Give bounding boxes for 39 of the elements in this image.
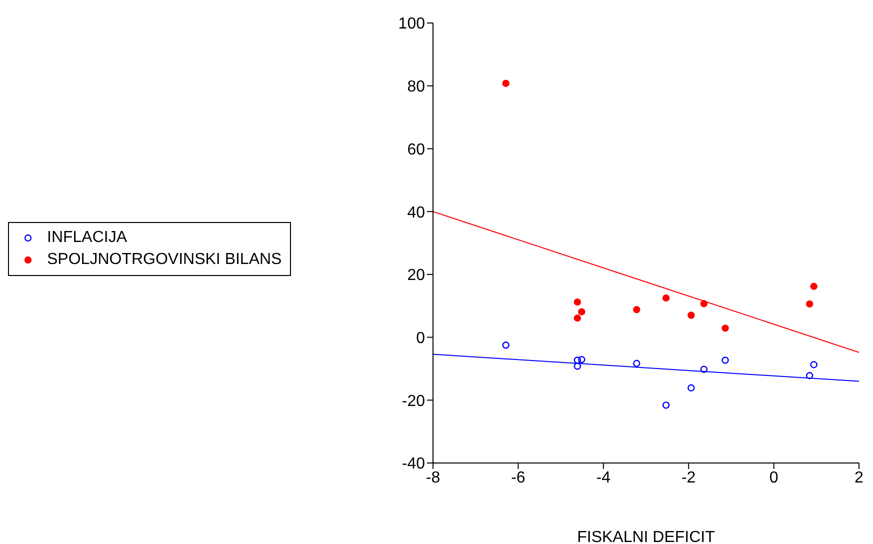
point [722,324,729,332]
point [662,402,670,409]
point [574,314,582,322]
x-tick-label: 2 [854,469,864,486]
point [806,300,814,308]
y-tick-label: 80 [407,78,426,96]
point [688,312,695,319]
point [700,300,708,308]
x-axis-title: FISKALNI DEFICIT [577,529,716,544]
x-tick-label: -2 [681,469,696,486]
point [578,356,586,364]
point [810,361,818,368]
point [574,298,582,306]
y-tick-label: 0 [416,330,426,347]
point [688,384,695,392]
point [633,360,640,367]
y-tick-label: 20 [407,267,426,284]
point [574,362,582,370]
x-tick-label: -4 [596,469,611,486]
point [578,308,586,316]
x-tick-label: -8 [426,469,440,486]
y-tick-label: 40 [407,204,426,222]
point [722,356,729,364]
point [700,366,708,373]
legend-label: SPOLJNOTRGOVINSKI BILANS [47,251,282,269]
point [502,80,510,87]
y-tick-label: -20 [402,392,426,410]
y-tick-label: -40 [402,456,426,473]
point [633,306,640,314]
point [502,342,510,349]
legend-label: INFLACIJA [47,229,128,247]
point [806,372,814,380]
y-tick-label: 100 [398,16,426,33]
point [810,282,818,290]
x-tick-label: 0 [769,469,778,486]
y-tick-label: 60 [407,141,426,158]
point [574,356,582,364]
x-tick-label: -6 [511,469,526,486]
point [662,294,670,302]
